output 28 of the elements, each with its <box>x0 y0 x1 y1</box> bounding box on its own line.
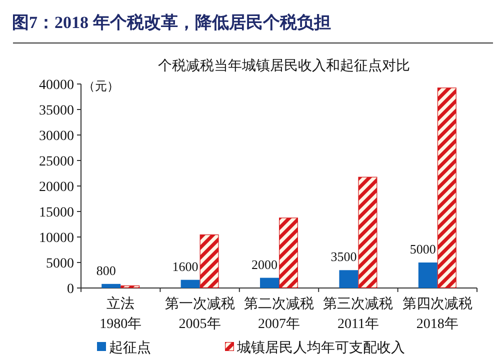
data-label: 800 <box>96 262 116 278</box>
y-tick-label: 15000 <box>39 206 74 220</box>
x-tick-label: 立法 1980年 <box>100 296 142 332</box>
y-tick-label: 20000 <box>39 180 74 195</box>
y-tick-label: 30000 <box>39 129 74 144</box>
bar <box>339 270 358 288</box>
y-tick-label: 5000 <box>46 256 74 272</box>
x-tick-label: 第四次减税 2018年 <box>402 296 472 332</box>
chart-title: 图7：2018 年个税改革，降低居民个税负担 <box>12 13 331 32</box>
y-tick-label: 35000 <box>39 104 74 118</box>
x-tick-label: 第一次减税 2005年 <box>164 296 235 332</box>
legend-label: 城镇居民人均年可支配收入 <box>236 340 405 356</box>
bar <box>260 278 279 288</box>
data-label: 2000 <box>252 256 278 272</box>
data-label: 3500 <box>330 249 357 264</box>
data-label: 5000 <box>410 242 436 256</box>
y-tick-label: 40000 <box>39 78 74 93</box>
x-tick-label: 第三次减税 2011年 <box>323 296 394 332</box>
bar <box>418 262 438 288</box>
data-label: 1600 <box>172 258 198 274</box>
y-tick-label: 10000 <box>39 231 74 246</box>
y-axis-title: （元） <box>83 79 119 93</box>
y-tick-label: 25000 <box>39 154 74 170</box>
y-tick-label: 0 <box>67 282 74 297</box>
bar <box>180 280 200 288</box>
x-tick-label: 第二次减税 2007年 <box>244 296 314 332</box>
legend-label: 起征点 <box>109 340 151 356</box>
chart-subtitle: 个税减税当年城镇居民收入和起征点对比 <box>158 58 410 74</box>
